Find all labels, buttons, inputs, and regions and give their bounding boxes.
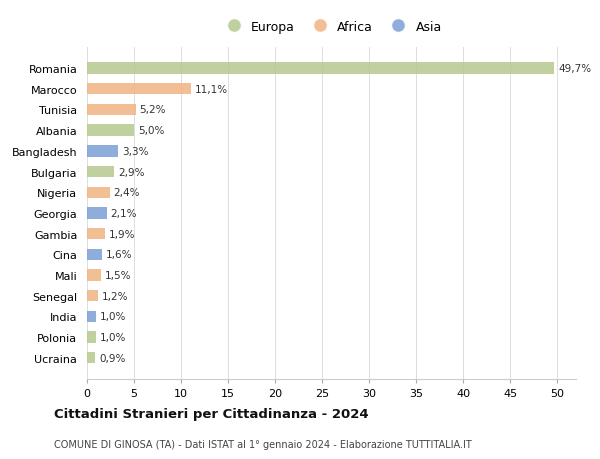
Text: 0,9%: 0,9% (99, 353, 125, 363)
Text: 1,5%: 1,5% (105, 270, 131, 280)
Bar (87, 311, 97, 322)
Bar (87, 63, 554, 74)
Text: 1,0%: 1,0% (100, 312, 127, 322)
Bar (87, 146, 118, 157)
Bar (87, 208, 107, 219)
Text: 1,0%: 1,0% (100, 332, 127, 342)
Text: 5,2%: 5,2% (140, 105, 166, 115)
Bar (87, 353, 95, 364)
Bar (87, 84, 191, 95)
Text: 2,4%: 2,4% (113, 188, 140, 198)
Bar (87, 270, 101, 281)
Bar (87, 167, 114, 178)
Text: 1,9%: 1,9% (109, 229, 135, 239)
Text: 49,7%: 49,7% (558, 64, 591, 74)
Bar (87, 105, 136, 116)
Text: 2,1%: 2,1% (110, 208, 137, 218)
Text: COMUNE DI GINOSA (TA) - Dati ISTAT al 1° gennaio 2024 - Elaborazione TUTTITALIA.: COMUNE DI GINOSA (TA) - Dati ISTAT al 1°… (54, 439, 472, 449)
Text: 2,9%: 2,9% (118, 167, 145, 177)
Bar (87, 249, 102, 260)
Bar (87, 125, 134, 136)
Text: Cittadini Stranieri per Cittadinanza - 2024: Cittadini Stranieri per Cittadinanza - 2… (54, 407, 368, 420)
Text: 5,0%: 5,0% (138, 126, 164, 136)
Text: 1,6%: 1,6% (106, 250, 133, 260)
Text: 1,2%: 1,2% (102, 291, 128, 301)
Bar (87, 291, 98, 302)
Bar (87, 332, 97, 343)
Text: 3,3%: 3,3% (122, 146, 148, 157)
Bar (87, 187, 110, 198)
Bar (87, 229, 105, 240)
Text: 11,1%: 11,1% (195, 84, 228, 95)
Legend: Europa, Africa, Asia: Europa, Africa, Asia (218, 18, 445, 36)
